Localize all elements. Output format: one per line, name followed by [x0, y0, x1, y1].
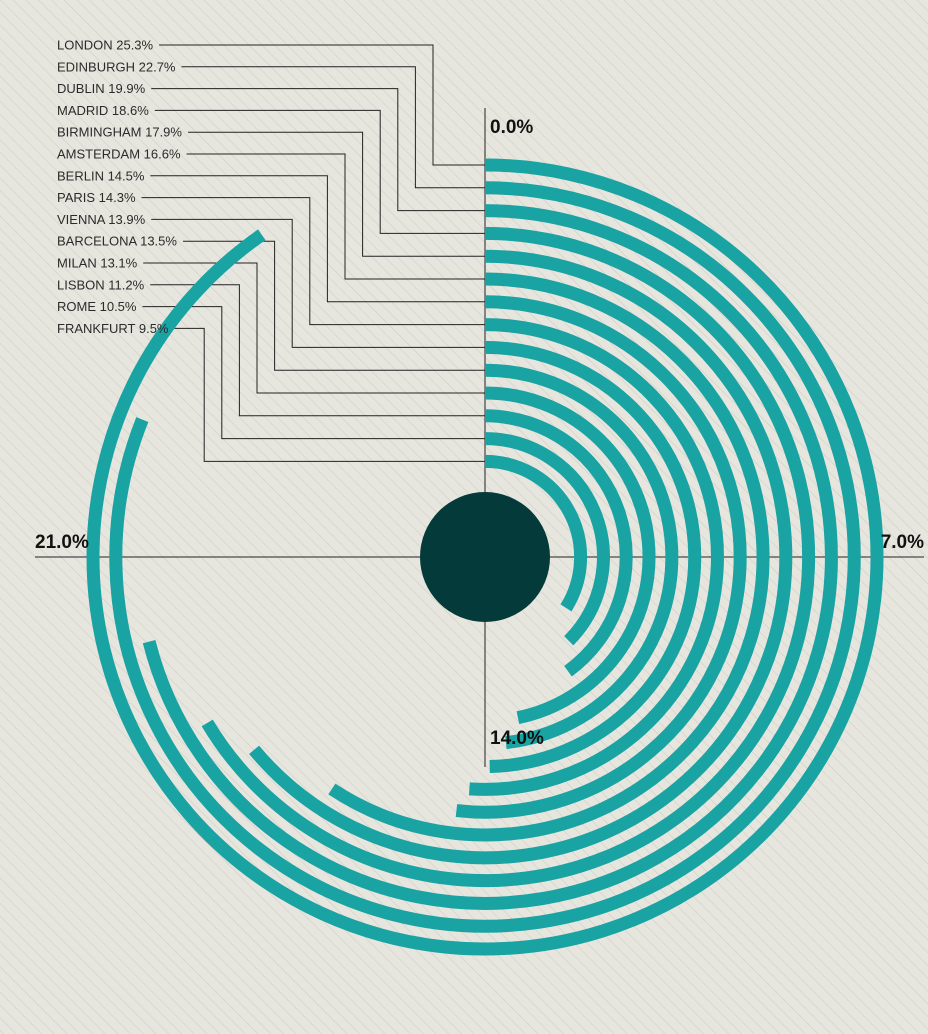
city-label-rome: ROME 10.5%: [57, 299, 137, 314]
city-label-madrid: MADRID 18.6%: [57, 103, 149, 118]
leader-line-paris: [141, 197, 485, 326]
axis-label-left: 21.0%: [35, 532, 89, 553]
ring-bar-vienna: [484, 340, 702, 774]
ring-bar-milan: [484, 386, 656, 725]
leader-line-barcelona: [183, 240, 485, 371]
ring-bar-rome: [484, 432, 610, 646]
ring-bar-dublin: [142, 204, 838, 910]
leader-line-berlin: [150, 175, 485, 303]
city-label-vienna: VIENNA 13.9%: [57, 212, 146, 227]
ring-bar-lisbon: [484, 409, 633, 677]
city-label-paris: PARIS 14.3%: [57, 190, 136, 205]
axis-label-right: 7.0%: [881, 532, 924, 553]
city-label-dublin: DUBLIN 19.9%: [57, 81, 146, 96]
leader-line-edinburgh: [181, 66, 485, 189]
ring-bar-berlin: [455, 295, 747, 819]
leader-lines: [141, 44, 485, 462]
leader-line-birmingham: [188, 131, 485, 257]
ring-bar-edinburgh: [109, 181, 861, 933]
city-label-birmingham: BIRMINGHAM 17.9%: [57, 125, 182, 140]
ring-bars: [86, 158, 884, 956]
ring-bar-frankfurt: [484, 454, 588, 612]
leader-line-london: [159, 44, 485, 166]
ring-bar-amsterdam: [328, 272, 770, 842]
leader-line-dublin: [151, 88, 485, 212]
city-label-lisbon: LISBON 11.2%: [57, 277, 145, 292]
ring-bar-paris: [468, 318, 724, 796]
leader-line-vienna: [151, 218, 485, 348]
city-label-london: LONDON 25.3%: [57, 38, 154, 53]
city-label-amsterdam: AMSTERDAM 16.6%: [57, 147, 181, 162]
leader-line-madrid: [154, 109, 485, 234]
ring-bar-london: [86, 158, 884, 956]
leader-line-milan: [143, 262, 485, 394]
leader-line-amsterdam: [186, 153, 485, 280]
city-label-edinburgh: EDINBURGH 22.7%: [57, 59, 176, 74]
city-label-barcelona: BARCELONA 13.5%: [57, 234, 177, 249]
ring-bar-birmingham: [249, 249, 793, 865]
ring-bar-madrid: [201, 226, 816, 888]
city-label-milan: MILAN 13.1%: [57, 256, 138, 271]
axis-label-bottom: 14.0%: [490, 728, 544, 749]
axis-label-top: 0.0%: [490, 117, 533, 138]
city-labels: LONDON 25.3% EDINBURGH 22.7% DUBLIN 19.9% M…: [57, 38, 182, 336]
ring-bar-barcelona: [484, 363, 679, 750]
city-label-berlin: BERLIN 14.5%: [57, 168, 145, 183]
city-label-frankfurt: FRANKFURT 9.5%: [57, 321, 169, 336]
leader-line-frankfurt: [174, 327, 485, 462]
center-disc: [420, 492, 550, 622]
